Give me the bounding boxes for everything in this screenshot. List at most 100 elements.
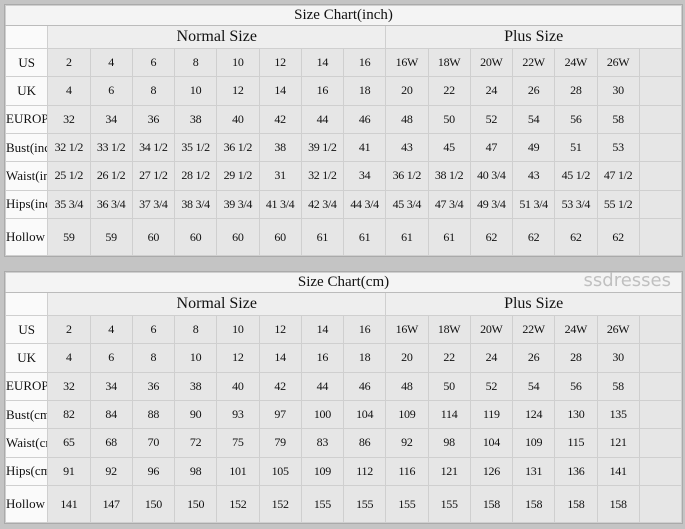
size-cell: 30 bbox=[596, 76, 640, 106]
size-cell: 2 bbox=[47, 47, 91, 78]
table-title: Size Chart(cm) bbox=[5, 272, 682, 293]
size-cell: 60 bbox=[216, 218, 260, 256]
size-cell: 45 3/4 bbox=[385, 189, 429, 220]
row-label: EUROPE bbox=[4, 104, 49, 134]
size-cell: 24W bbox=[554, 47, 598, 78]
size-cell: 92 bbox=[385, 428, 429, 458]
size-cell: 6 bbox=[89, 76, 133, 106]
table-row: EUROPE3234363840424446485052545658 bbox=[4, 371, 683, 401]
size-cell: 10 bbox=[173, 76, 218, 106]
size-cell: 112 bbox=[342, 456, 387, 487]
size-cell: 116 bbox=[385, 456, 429, 487]
size-cell: 54 bbox=[511, 104, 556, 134]
table-row: Waist(cm)6568707275798386929810410911512… bbox=[4, 428, 683, 458]
size-cell: 38 bbox=[173, 104, 218, 134]
size-cell: 158 bbox=[554, 485, 598, 523]
size-cell: 58 bbox=[596, 104, 640, 134]
size-cell: 38 3/4 bbox=[173, 189, 218, 220]
size-cell: 41 bbox=[342, 132, 387, 163]
size-cell: 14 bbox=[258, 343, 302, 373]
size-cell: 155 bbox=[342, 485, 387, 523]
size-cell: 20W bbox=[469, 314, 514, 345]
table-row: Hips(cm)91929698101105109112116121126131… bbox=[4, 456, 683, 487]
size-cell: 28 1/2 bbox=[173, 161, 218, 191]
row-label: Bust(inch) bbox=[4, 132, 49, 163]
size-cell: 70 bbox=[131, 428, 176, 458]
size-cell: 34 bbox=[89, 371, 133, 401]
size-cell: 26W bbox=[596, 47, 640, 78]
size-cell: 8 bbox=[131, 76, 176, 106]
table-row: Hollow to Floor(inch)5959606060606161616… bbox=[4, 218, 683, 256]
empty-cell bbox=[638, 428, 683, 458]
size-cell: 91 bbox=[47, 456, 91, 487]
size-cell: 155 bbox=[427, 485, 471, 523]
empty-cell bbox=[638, 161, 683, 191]
size-cell: 39 1/2 bbox=[300, 132, 345, 163]
size-cell: 26 1/2 bbox=[89, 161, 133, 191]
size-cell: 49 bbox=[511, 132, 556, 163]
size-cell: 20W bbox=[469, 47, 514, 78]
size-cell: 51 3/4 bbox=[511, 189, 556, 220]
size-cell: 40 bbox=[216, 104, 260, 134]
plus-size-header: Plus Size bbox=[385, 25, 682, 49]
size-cell: 16W bbox=[385, 314, 429, 345]
size-cell: 65 bbox=[47, 428, 91, 458]
empty-cell bbox=[638, 47, 683, 78]
size-cell: 26 bbox=[511, 343, 556, 373]
size-cell: 12 bbox=[258, 47, 302, 78]
size-cell: 44 bbox=[300, 104, 345, 134]
size-cell: 50 bbox=[427, 104, 471, 134]
row-label: Hollow to Floor(inch) bbox=[4, 218, 49, 256]
size-cell: 34 bbox=[342, 161, 387, 191]
size-cell: 34 1/2 bbox=[131, 132, 176, 163]
size-cell: 109 bbox=[300, 456, 345, 487]
size-cell: 8 bbox=[173, 47, 218, 78]
header-blank bbox=[4, 292, 49, 316]
size-cell: 52 bbox=[469, 371, 514, 401]
size-cell: 26W bbox=[596, 314, 640, 345]
size-cell: 121 bbox=[427, 456, 471, 487]
size-cell: 28 bbox=[554, 343, 598, 373]
size-cell: 115 bbox=[554, 428, 598, 458]
empty-cell bbox=[638, 218, 683, 256]
size-cell: 38 1/2 bbox=[427, 161, 471, 191]
size-cell: 93 bbox=[216, 399, 260, 430]
empty-cell bbox=[638, 371, 683, 401]
size-cell: 88 bbox=[131, 399, 176, 430]
size-cell: 18W bbox=[427, 314, 471, 345]
empty-cell bbox=[638, 343, 683, 373]
empty-cell bbox=[638, 314, 683, 345]
size-cell: 10 bbox=[216, 47, 260, 78]
size-cell: 38 bbox=[258, 132, 302, 163]
size-cell: 45 bbox=[427, 132, 471, 163]
size-cell: 32 1/2 bbox=[47, 132, 91, 163]
size-cell: 32 1/2 bbox=[300, 161, 345, 191]
size-cell: 104 bbox=[342, 399, 387, 430]
table-row: Bust(inch)32 1/233 1/234 1/235 1/236 1/2… bbox=[4, 132, 683, 163]
size-cell: 109 bbox=[511, 428, 556, 458]
size-cell: 96 bbox=[131, 456, 176, 487]
size-cell: 47 bbox=[469, 132, 514, 163]
size-cell: 8 bbox=[173, 314, 218, 345]
size-cell: 18 bbox=[342, 76, 387, 106]
empty-cell bbox=[638, 399, 683, 430]
size-cell: 32 bbox=[47, 371, 91, 401]
size-cell: 6 bbox=[131, 314, 176, 345]
size-cell: 60 bbox=[131, 218, 176, 256]
size-cell: 158 bbox=[596, 485, 640, 523]
size-cell: 56 bbox=[554, 104, 598, 134]
size-cell: 44 3/4 bbox=[342, 189, 387, 220]
table-row: EUROPE3234363840424446485052545658 bbox=[4, 104, 683, 134]
size-cell: 114 bbox=[427, 399, 471, 430]
empty-cell bbox=[638, 189, 683, 220]
size-cell: 22W bbox=[511, 314, 556, 345]
size-cell: 135 bbox=[596, 399, 640, 430]
size-cell: 28 bbox=[554, 76, 598, 106]
row-label: Waist(inch) bbox=[4, 161, 49, 191]
size-cell: 150 bbox=[131, 485, 176, 523]
size-cell: 55 1/2 bbox=[596, 189, 640, 220]
size-cell: 62 bbox=[511, 218, 556, 256]
plus-size-header: Plus Size bbox=[385, 292, 682, 316]
row-label: UK bbox=[4, 343, 49, 373]
size-cell: 42 bbox=[258, 104, 302, 134]
